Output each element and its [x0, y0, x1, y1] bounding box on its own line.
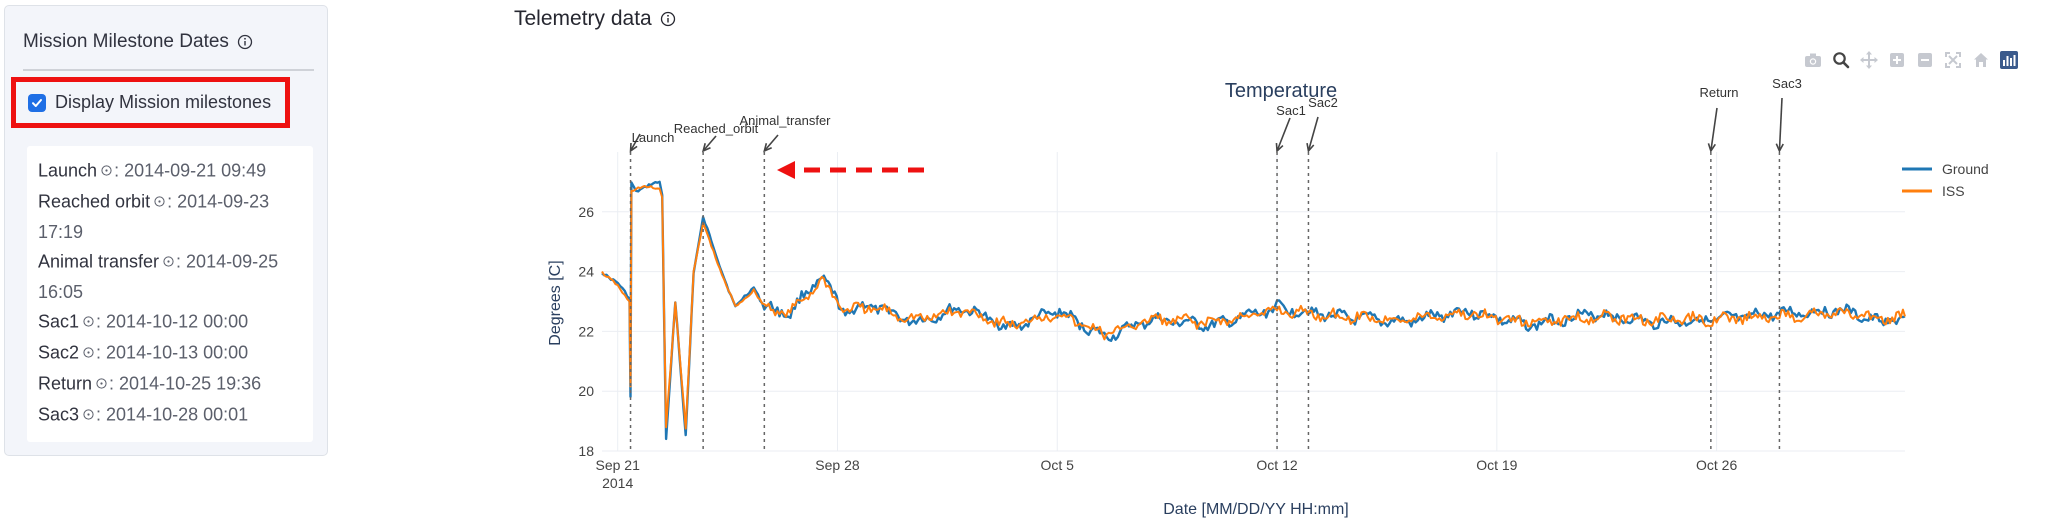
help-icon[interactable] [154, 187, 165, 216]
milestone-name: Launch [38, 160, 98, 181]
sidebar-divider [23, 69, 314, 71]
milestone-arrow [629, 133, 641, 152]
legend-item-iss[interactable]: ISS [1902, 183, 1965, 199]
x-tick-label: Oct 5 [1041, 457, 1075, 473]
pan-icon[interactable] [1860, 51, 1878, 69]
y-tick-label: 18 [578, 443, 594, 459]
display-milestones-label[interactable]: Display Mission milestones [55, 92, 272, 112]
sidebar-title-text: Mission Milestone Dates [23, 31, 229, 52]
milestone-datetime: : 2014-10-25 19:36 [109, 373, 262, 394]
milestone-label: Launch [632, 130, 675, 145]
milestone-arrowhead [1707, 143, 1716, 153]
x-tick-label: Oct 12 [1256, 457, 1297, 473]
milestone-datetime: : 2014-09-25 16:05 [38, 251, 279, 302]
zoom-icon[interactable] [1832, 51, 1850, 69]
milestone-date-item: Sac1 : 2014-10-12 00:00 [38, 307, 310, 338]
chart-modebar [1804, 51, 2018, 69]
milestone-arrowhead [1275, 142, 1284, 153]
reset-axes-icon[interactable] [1972, 51, 1990, 69]
milestone-arrow [1307, 116, 1319, 152]
help-icon[interactable] [83, 338, 94, 367]
annotation-arrow [777, 161, 924, 179]
help-icon[interactable] [96, 369, 107, 398]
help-icon[interactable] [101, 156, 112, 185]
milestone-name: Sac3 [38, 404, 80, 425]
series-line-iss [601, 185, 1906, 430]
milestone-arrowhead [1775, 143, 1784, 153]
milestone-label: Sac1 [1276, 103, 1306, 118]
milestone-name: Sac1 [38, 311, 80, 332]
y-axis-label: Degrees [C] [547, 260, 564, 345]
milestone-arrow [702, 135, 717, 152]
milestone-name: Animal transfer [38, 251, 160, 272]
legend-label: Ground [1942, 161, 1989, 177]
milestone-label: Reached_orbit [674, 121, 759, 136]
milestone-label: Animal_transfer [739, 113, 831, 128]
chart-title: Temperature [1225, 80, 1337, 102]
y-tick-label: 22 [578, 323, 594, 339]
milestone-arrowhead [1306, 142, 1315, 153]
milestone-label: Return [1699, 85, 1738, 100]
milestone-date-item: Launch : 2014-09-21 09:49 [38, 156, 310, 187]
page-title-text: Telemetry data [514, 7, 652, 30]
y-tick-label: 20 [578, 383, 594, 399]
milestone-datetime: : 2014-09-23 17:19 [38, 191, 270, 242]
milestone-arrow [1276, 117, 1291, 152]
info-icon[interactable] [660, 11, 676, 27]
milestone-datetime: : 2014-10-13 00:00 [96, 342, 249, 363]
plotly-logo-icon[interactable] [2000, 51, 2018, 69]
milestone-date-item: Return : 2014-10-25 19:36 [38, 369, 310, 400]
milestone-arrowhead [701, 143, 711, 153]
info-icon[interactable] [237, 34, 253, 50]
autoscale-icon[interactable] [1944, 51, 1962, 69]
milestone-name: Sac2 [38, 342, 80, 363]
milestone-name: Return [38, 373, 93, 394]
x-axis-label: Date [MM/DD/YY HH:mm] [1163, 501, 1349, 518]
camera-icon[interactable] [1804, 51, 1822, 69]
milestone-arrow [1710, 107, 1718, 152]
milestone-arrow [1778, 97, 1783, 152]
legend-item-ground[interactable]: Ground [1902, 161, 1989, 177]
milestone-datetime: : 2014-09-21 09:49 [114, 160, 267, 181]
milestone-arrowhead [763, 143, 772, 153]
zoom-out-icon[interactable] [1916, 51, 1934, 69]
checkbox-checked-icon[interactable] [28, 93, 46, 112]
zoom-in-icon[interactable] [1888, 51, 1906, 69]
x-tick-sublabel: 2014 [602, 475, 633, 491]
milestone-date-item: Animal transfer: 2014-09-25 16:05 [38, 247, 310, 307]
y-tick-label: 24 [578, 264, 594, 280]
x-tick-label: Sep 21 [596, 457, 641, 473]
display-milestones-checkbox[interactable]: Display Mission milestones [11, 77, 290, 128]
milestone-date-item: Sac2 : 2014-10-13 00:00 [38, 338, 310, 369]
milestone-datetime: : 2014-10-28 00:01 [96, 404, 249, 425]
milestone-dates-list: Launch: 2014-09-21 09:49 Reached orbit: 2… [27, 146, 313, 442]
page-title: Telemetry data [514, 7, 676, 31]
help-icon[interactable] [83, 400, 94, 429]
milestone-datetime: : 2014-10-12 00:00 [96, 311, 249, 332]
sidebar: Mission Milestone Dates Display Mission … [4, 5, 328, 456]
series-line-ground [601, 180, 1906, 441]
x-tick-label: Oct 19 [1476, 457, 1517, 473]
sidebar-title: Mission Milestone Dates [23, 31, 253, 53]
milestone-label: Sac3 [1772, 76, 1802, 91]
help-icon[interactable] [163, 247, 174, 276]
milestone-name: Reached orbit [38, 191, 151, 212]
x-tick-label: Oct 26 [1696, 457, 1737, 473]
milestone-arrowhead [629, 142, 638, 153]
milestone-label: Sac2 [1308, 95, 1338, 110]
legend-label: ISS [1942, 183, 1965, 199]
x-tick-label: Sep 28 [815, 457, 860, 473]
milestone-date-item: Sac3 : 2014-10-28 00:01 [38, 400, 310, 431]
help-icon[interactable] [83, 307, 94, 336]
milestone-date-item: Reached orbit: 2014-09-23 17:19 [38, 187, 310, 247]
milestone-arrow [763, 134, 779, 152]
y-tick-label: 26 [578, 204, 594, 220]
